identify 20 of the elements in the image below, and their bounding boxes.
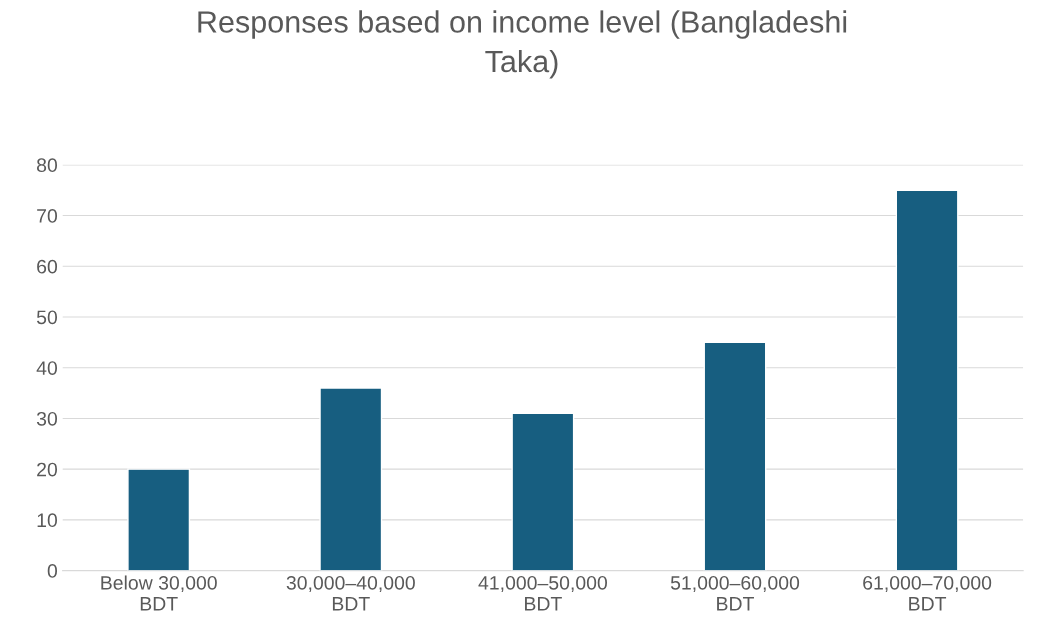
bar: [319, 387, 383, 571]
y-tick-label: 70: [37, 209, 58, 223]
x-tick-label: 41,000–50,000 BDT: [478, 575, 608, 611]
y-tick-label: 0: [47, 564, 58, 578]
y-tick-label: 60: [37, 259, 58, 274]
bar: [703, 341, 767, 571]
x-tick-label: 61,000–70,000 BDT: [863, 575, 992, 611]
chart-title: Responses based on income level (Bangladeshi Taka): [198, 10, 847, 79]
x-tick-label: 30,000–40,000 BDT: [286, 575, 415, 611]
y-tick-label: 80: [37, 158, 58, 173]
x-tick-label: 51,000–60,000 BDT: [670, 575, 800, 611]
bar: [511, 412, 575, 571]
bar: [895, 189, 959, 571]
y-tick-label: 50: [36, 310, 58, 325]
y-tick-label: 10: [37, 513, 58, 528]
y-tick-label: 30: [36, 411, 58, 426]
y-tick-label: 20: [37, 462, 58, 477]
x-tick-label: Below 30,000 BDT: [101, 575, 217, 611]
y-tick-label: 40: [36, 361, 58, 375]
bar: [127, 468, 191, 571]
